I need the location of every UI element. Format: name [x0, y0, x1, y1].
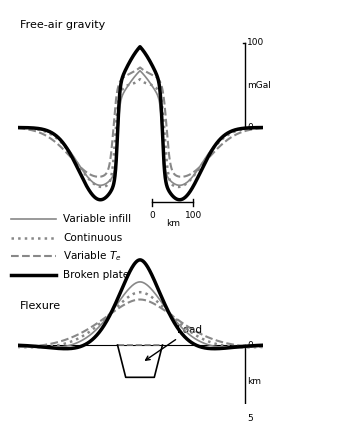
Text: Broken plate: Broken plate	[63, 270, 129, 280]
Text: 5: 5	[247, 414, 253, 423]
Text: Continuous: Continuous	[63, 232, 122, 243]
Text: 0: 0	[247, 340, 253, 349]
Text: km: km	[166, 219, 180, 228]
Text: 100: 100	[184, 211, 202, 220]
Text: mGal: mGal	[247, 80, 271, 90]
Text: Variable $T_e$: Variable $T_e$	[63, 249, 121, 263]
Text: Flexure: Flexure	[20, 301, 61, 311]
Text: Variable infill: Variable infill	[63, 214, 131, 224]
Text: Free-air gravity: Free-air gravity	[20, 20, 105, 30]
Text: Load: Load	[146, 325, 202, 360]
Text: 0: 0	[149, 211, 155, 220]
Text: 100: 100	[247, 38, 265, 47]
Text: 0: 0	[247, 123, 253, 132]
Text: km: km	[247, 377, 261, 386]
